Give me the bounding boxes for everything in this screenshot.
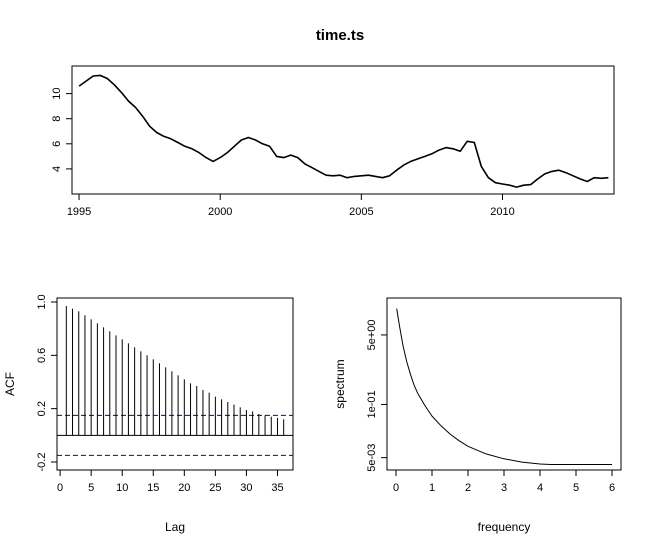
chart-title: time.ts [316,27,364,44]
y-tick-label: 5e-03 [366,444,378,472]
x-tick-label: 10 [116,482,128,494]
x-tick-label: 2010 [490,206,514,218]
x-tick-label: 4 [537,482,543,494]
x-tick-label: 1995 [67,206,91,218]
time-series-panel: 1995 2000 2005 2010 4 6 8 10 [51,65,615,218]
x-tick-label: 3 [501,482,507,494]
x-tick-label: 30 [240,482,252,494]
x-tick-label: 5 [573,482,579,494]
x-tick-label: 15 [147,482,159,494]
x-tick-label: 1 [429,482,435,494]
series-line [78,74,609,188]
y-tick-label: 5e+00 [366,319,378,350]
y-tick-label: 6 [51,141,63,147]
spectrum-panel: 0 1 2 3 4 5 6 5e-03 1e-01 5e+00 frequency spectrum [333,297,622,534]
plot-frame [386,297,622,471]
x-tick-label: 2000 [208,206,232,218]
x-tick-label: 6 [609,482,615,494]
y-tick-label: 10 [51,87,63,99]
y-tick-label: 0.6 [36,348,48,363]
x-tick-label: 0 [393,482,399,494]
plot-frame [56,297,294,471]
y-tick-label: 0.2 [36,401,48,416]
x-tick-label: 35 [271,482,283,494]
x-tick-label: 0 [57,482,63,494]
series-line [396,308,612,465]
y-tick-label: 8 [51,116,63,122]
y-tick-label: 1.0 [36,294,48,309]
x-tick-label: 2 [465,482,471,494]
y-tick-label: 1e-01 [366,390,378,418]
x-axis-label: frequency [478,520,531,534]
x-tick-label: 5 [88,482,94,494]
x-tick-label: 25 [209,482,221,494]
x-tick-label: 2005 [349,206,373,218]
x-tick-label: 20 [178,482,190,494]
y-axis-label: ACF [3,372,17,396]
x-axis-label: Lag [165,520,185,534]
y-tick-label: -0.2 [36,453,48,472]
acf-panel: 0 5 10 15 20 25 30 35 -0.2 0.2 0.6 1.0 Lag ACF [3,294,294,534]
y-axis-label: spectrum [333,359,347,408]
y-tick-label: 4 [51,166,63,172]
